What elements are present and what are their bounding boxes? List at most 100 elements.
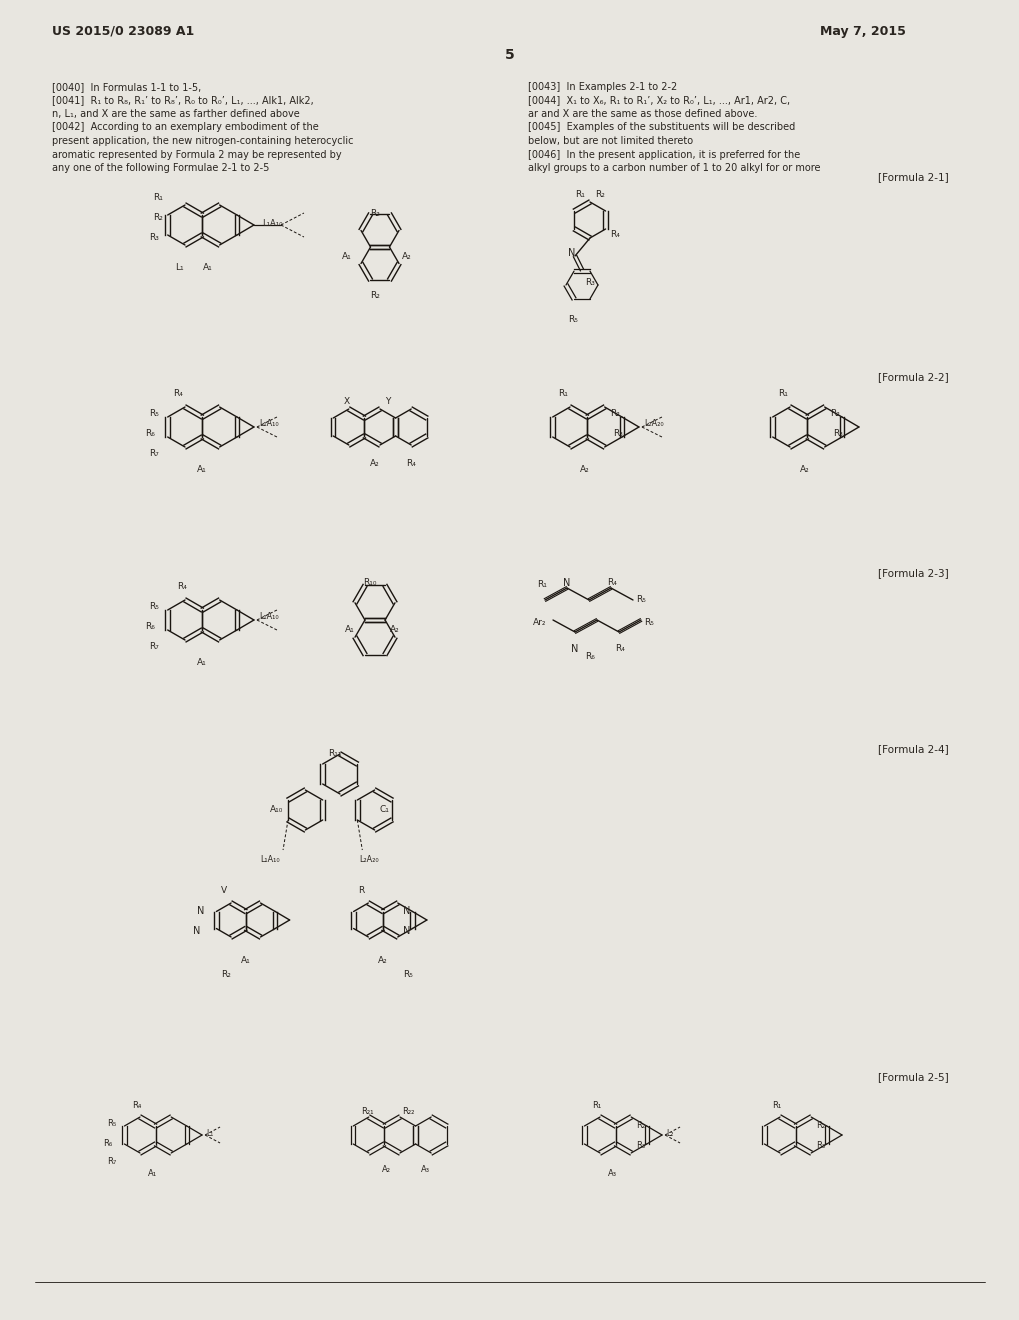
Text: R₁: R₁ (591, 1101, 600, 1110)
Text: R₅: R₅ (636, 595, 645, 605)
Text: X: X (343, 397, 350, 407)
Text: A₂: A₂ (799, 465, 809, 474)
Text: R₂: R₂ (815, 1121, 824, 1130)
Text: R₃: R₃ (815, 1140, 824, 1150)
Text: [Formula 2-2]: [Formula 2-2] (877, 372, 948, 381)
Text: A₃: A₃ (421, 1166, 430, 1173)
Text: R₄: R₄ (173, 389, 182, 399)
Text: R₂: R₂ (594, 190, 604, 199)
Text: R₄: R₄ (614, 644, 625, 653)
Text: R₁₀: R₁₀ (363, 578, 376, 587)
Text: L₁A₁₀: L₁A₁₀ (259, 418, 278, 428)
Text: L₁: L₁ (175, 263, 183, 272)
Text: A₂: A₂ (401, 252, 412, 261)
Text: [0043]  In Examples 2-1 to 2-2: [0043] In Examples 2-1 to 2-2 (528, 82, 677, 92)
Text: R₅: R₅ (149, 602, 159, 611)
Text: C₁: C₁ (379, 805, 389, 814)
Text: R₃: R₃ (149, 234, 159, 242)
Text: R₂: R₂ (609, 409, 619, 418)
Text: A₁₀: A₁₀ (270, 805, 283, 814)
Text: R₁: R₁ (777, 389, 787, 399)
Text: R₅: R₅ (403, 970, 413, 979)
Text: [0044]  X₁ to X₆, R₁ to R₁’, X₂ to R₀’, L₁, ..., Ar1, Ar2, C,: [0044] X₁ to X₆, R₁ to R₁’, X₂ to R₀’, L… (528, 95, 790, 106)
Text: below, but are not limited thereto: below, but are not limited thereto (528, 136, 693, 147)
Text: A₂: A₂ (382, 1166, 390, 1173)
Text: L₂A₂₀: L₂A₂₀ (359, 855, 379, 865)
Text: R₅: R₅ (643, 618, 653, 627)
Text: N: N (562, 578, 570, 587)
Text: [Formula 2-1]: [Formula 2-1] (877, 172, 948, 182)
Text: [0046]  In the present application, it is preferred for the: [0046] In the present application, it is… (528, 149, 800, 160)
Text: [0040]  In Formulas 1-1 to 1-5,: [0040] In Formulas 1-1 to 1-5, (52, 82, 201, 92)
Text: R₂₁: R₂₁ (361, 1107, 373, 1115)
Text: [Formula 2-4]: [Formula 2-4] (877, 744, 948, 754)
Text: A₁: A₁ (203, 263, 213, 272)
Text: R₂: R₂ (636, 1121, 645, 1130)
Text: R₂: R₂ (221, 970, 230, 979)
Text: N: N (403, 906, 410, 916)
Text: R₅: R₅ (107, 1119, 116, 1129)
Text: N: N (568, 248, 575, 257)
Text: R₁: R₁ (153, 193, 163, 202)
Text: R₂₂: R₂₂ (401, 1107, 414, 1115)
Text: 5: 5 (504, 48, 515, 62)
Text: R₆: R₆ (145, 622, 155, 631)
Text: R₆: R₆ (145, 429, 155, 438)
Text: R₆: R₆ (585, 652, 594, 661)
Text: any one of the following Formulae 2-1 to 2-5: any one of the following Formulae 2-1 to… (52, 162, 269, 173)
Text: R₄: R₄ (131, 1101, 142, 1110)
Text: A₁: A₁ (197, 465, 207, 474)
Text: R₃: R₃ (612, 429, 622, 438)
Text: R₄: R₄ (406, 459, 416, 469)
Text: N: N (197, 906, 204, 916)
Text: [0045]  Examples of the substituents will be described: [0045] Examples of the substituents will… (528, 123, 795, 132)
Text: R₁₁: R₁₁ (328, 748, 341, 758)
Text: R₃: R₃ (636, 1140, 645, 1150)
Text: R₇: R₇ (149, 449, 159, 458)
Text: US 2015/0 23089 A1: US 2015/0 23089 A1 (52, 25, 194, 38)
Text: A₂: A₂ (389, 624, 399, 634)
Text: R₄: R₄ (609, 230, 620, 239)
Text: aromatic represented by Formula 2 may be represented by: aromatic represented by Formula 2 may be… (52, 149, 341, 160)
Text: Y: Y (384, 397, 390, 407)
Text: [0041]  R₁ to R₈, R₁’ to R₈’, R₀ to R₀’, L₁, ..., Alk1, Alk2,: [0041] R₁ to R₈, R₁’ to R₈’, R₀ to R₀’, … (52, 95, 314, 106)
Text: A₂: A₂ (580, 465, 589, 474)
Text: A₁: A₁ (341, 252, 352, 261)
Text: R₇: R₇ (107, 1158, 116, 1166)
Text: Ar₂: Ar₂ (533, 618, 546, 627)
Text: L₂A₂₀: L₂A₂₀ (643, 418, 663, 428)
Text: R₂: R₂ (370, 210, 379, 219)
Text: A₁: A₁ (344, 624, 355, 634)
Text: R₅: R₅ (149, 409, 159, 418)
Text: [Formula 2-3]: [Formula 2-3] (877, 568, 948, 578)
Text: R₆: R₆ (103, 1139, 112, 1148)
Text: L₁A₁₀: L₁A₁₀ (262, 219, 282, 228)
Text: R₁: R₁ (536, 579, 546, 589)
Text: R₅: R₅ (568, 315, 578, 323)
Text: R₃: R₃ (832, 429, 842, 438)
Text: R₇: R₇ (149, 642, 159, 651)
Text: L₁A₁₀: L₁A₁₀ (259, 612, 278, 620)
Text: present application, the new nitrogen-containing heterocyclic: present application, the new nitrogen-co… (52, 136, 354, 147)
Text: R: R (358, 886, 364, 895)
Text: R₂: R₂ (153, 213, 163, 222)
Text: N: N (403, 927, 410, 936)
Text: R₃: R₃ (585, 279, 594, 286)
Text: A₂: A₂ (378, 956, 387, 965)
Text: A₃: A₃ (607, 1170, 616, 1177)
Text: A₂: A₂ (370, 459, 379, 469)
Text: n, L₁, and X are the same as farther defined above: n, L₁, and X are the same as farther def… (52, 110, 300, 119)
Text: A₁: A₁ (197, 657, 207, 667)
Text: R₄: R₄ (177, 582, 186, 591)
Text: L₂: L₂ (665, 1129, 673, 1138)
Text: A₁: A₁ (148, 1170, 157, 1177)
Text: [Formula 2-5]: [Formula 2-5] (877, 1072, 948, 1082)
Text: R₁: R₁ (771, 1101, 781, 1110)
Text: N: N (193, 927, 201, 936)
Text: ar and X are the same as those defined above.: ar and X are the same as those defined a… (528, 110, 757, 119)
Text: alkyl groups to a carbon number of 1 to 20 alkyl for or more: alkyl groups to a carbon number of 1 to … (528, 162, 819, 173)
Text: May 7, 2015: May 7, 2015 (819, 25, 905, 38)
Text: A₁: A₁ (240, 956, 251, 965)
Text: V: V (221, 886, 227, 895)
Text: R₁: R₁ (557, 389, 568, 399)
